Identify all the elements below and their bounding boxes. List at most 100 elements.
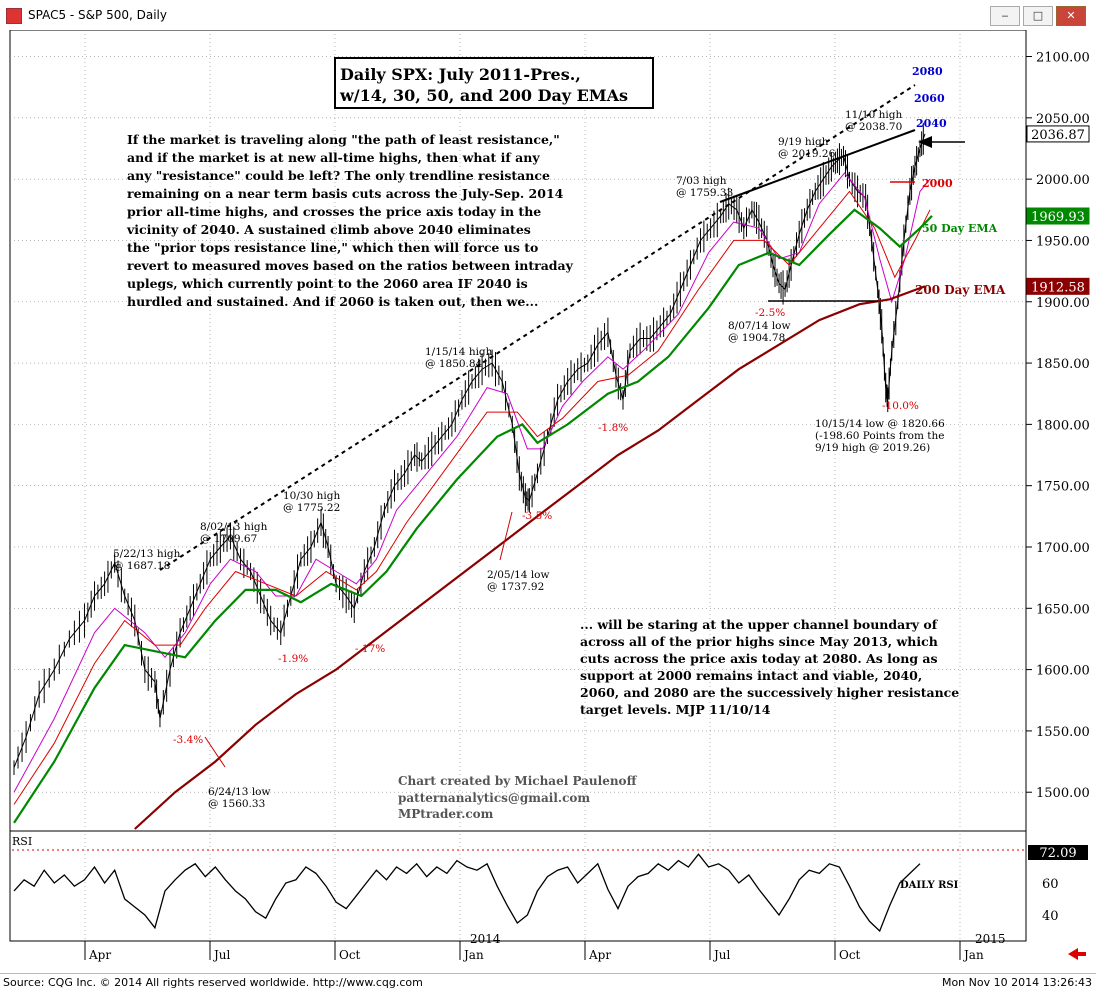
commentary-bottom-line: ... will be staring at the upper channel… — [580, 617, 939, 632]
chart-title-line1: Daily SPX: July 2011-Pres., — [340, 65, 581, 84]
commentary-top-line: vicinity of 2040. A sustained climb abov… — [126, 222, 531, 237]
price-panel-frame — [9, 29, 1027, 832]
value-tag-bg — [1026, 125, 1090, 143]
month-label: Jul — [212, 948, 231, 962]
rsi-value-tag-bg — [1028, 845, 1088, 860]
chart-title-line2: w/14, 30, 50, and 200 Day EMAs — [339, 86, 628, 105]
credit-line: Chart created by Michael Paulenoff — [398, 774, 638, 788]
pct-move-label: -.17% — [355, 643, 385, 655]
minimize-button[interactable]: ‒ — [990, 6, 1020, 26]
price-tick-label: 1750.00 — [1036, 480, 1090, 495]
ema14-series-line — [13, 172, 931, 793]
annotation-label: 8/02/13 high — [200, 521, 268, 533]
pct-move-label: -1.9% — [278, 653, 308, 665]
target-label: 2080 — [912, 65, 943, 78]
commentary-top-line: remaining on a near term basis cuts acro… — [127, 186, 564, 201]
last-value-tags: 2036.87 1969.93 1912.58 — [1026, 125, 1090, 295]
commentary-top: If the market is traveling along "the pa… — [126, 132, 574, 309]
rsi-value-tag: 72.09 — [1039, 846, 1076, 861]
ema200-series-line — [134, 285, 926, 830]
target-label: 2060 — [914, 92, 945, 105]
annotation-label: @ 1687.18 — [113, 560, 170, 572]
rsi-line — [13, 853, 921, 933]
value-tag: 1969.93 — [1031, 210, 1085, 225]
annotation-label: @ 1737.92 — [487, 581, 544, 593]
price-tick-label: 1850.00 — [1036, 357, 1090, 372]
annotation-label: @ 1775.22 — [283, 502, 340, 514]
chart-title-box — [334, 57, 654, 109]
prior-tops-resistance-line — [719, 129, 916, 203]
month-label: Oct — [339, 948, 361, 962]
rsi-label: DAILY RSI — [900, 880, 959, 891]
annotation-label: 7/03 high — [676, 175, 727, 187]
month-label: Apr — [588, 948, 611, 962]
pointer-arrow-head — [918, 136, 932, 148]
annotation-pointers — [204, 511, 513, 768]
price-tick-label: 1950.00 — [1036, 234, 1090, 249]
month-label: Oct — [839, 948, 861, 962]
scroll-right-icon[interactable] — [1068, 948, 1086, 960]
spx-chart: 2100.00 2050.00 2000.00 1950.00 1900.00 1850.… — [9, 29, 1090, 962]
footer-source: Source: CQG Inc. © 2014 All rights reser… — [3, 976, 423, 989]
commentary-bottom-line: 2060, and 2080 are the successively high… — [580, 685, 959, 700]
chart-credit: Chart created by Michael Paulenoff patte… — [398, 774, 638, 821]
commentary-top-line: prior all-time highs, and crosses the pr… — [127, 204, 541, 219]
target-label: 2000 — [922, 177, 953, 190]
pct-move-label: -10.0% — [882, 400, 919, 412]
upper-channel-trendline — [159, 84, 916, 571]
annotation-label: 11/10 high — [845, 109, 902, 121]
annotation-label: 5/22/13 high — [113, 548, 181, 560]
annotation-label: @ 1709.67 — [200, 533, 257, 545]
commentary-bottom: ... will be staring at the upper channel… — [580, 617, 959, 717]
annotation-label: 9/19 high @ 2019.26) — [815, 442, 930, 454]
commentary-bottom-line: support at 2000 remains intact and viabl… — [580, 668, 922, 683]
commentary-bottom-line: target levels. MJP 11/10/14 — [580, 702, 771, 717]
rsi-tick-label: 60 — [1042, 877, 1059, 892]
price-tick-label: 1500.00 — [1036, 786, 1090, 801]
commentary-top-line: revert to measured moves based on the ra… — [127, 258, 574, 273]
annotation-label: (-198.60 Points from the — [815, 430, 944, 442]
credit-line: MPtrader.com — [398, 807, 494, 821]
commentary-top-line: the "prior tops resistance line," which … — [127, 240, 538, 255]
price-tick-label: 2100.00 — [1036, 51, 1090, 66]
annotation-label: @ 1850.84 — [425, 358, 483, 370]
maximize-button[interactable]: □ — [1023, 6, 1053, 26]
pct-move-label: -2.5% — [755, 307, 785, 319]
ema50-label: 50 Day EMA — [922, 222, 998, 235]
annotation-label: @ 2038.70 — [845, 121, 902, 133]
price-tick-label: 1550.00 — [1036, 725, 1090, 740]
pct-move-label: -3.4% — [173, 734, 203, 746]
price-tick-label: 2050.00 — [1036, 112, 1090, 127]
value-tag: 1912.58 — [1031, 280, 1085, 295]
month-label: Jan — [962, 948, 984, 962]
price-tick-label: 2000.00 — [1036, 173, 1090, 188]
rsi-tick-label: 40 — [1042, 909, 1059, 924]
app-icon — [6, 8, 22, 24]
annotation-label: 2/05/14 low — [487, 569, 549, 581]
annotation-label: 10/30 high — [283, 490, 340, 502]
year-label: 2014 — [470, 932, 501, 946]
commentary-bottom-line: cuts across the price axis today at 2080… — [580, 651, 938, 666]
commentary-top-line: and if the market is at new all-time hig… — [127, 150, 540, 165]
rsi-title: RSI — [12, 835, 32, 848]
ema30-series-line — [13, 190, 931, 805]
footer-timestamp: Mon Nov 10 2014 13:26:43 — [941, 976, 1092, 989]
footer-bar: Source: CQG Inc. © 2014 All rights reser… — [0, 973, 1096, 992]
month-label: Apr — [88, 948, 111, 962]
year-label: 2015 — [975, 932, 1006, 946]
annotation-label: 8/07/14 low — [728, 320, 790, 332]
ema50-series-line — [13, 208, 933, 824]
percent-move-labels: -3.4% -1.9% -.17% -3.5% -1.8% -2.5% -10.… — [173, 307, 919, 746]
target-label: 2040 — [916, 117, 947, 130]
annotation-label: @ 2019.26 — [778, 148, 836, 160]
month-label: Jan — [462, 948, 484, 962]
value-tag-bg — [1026, 207, 1090, 225]
target-labels: 2080 2060 2040 2000 — [912, 65, 953, 190]
price-tick-label: 1900.00 — [1036, 296, 1090, 311]
commentary-top-line: any "resistance" could be left? The only… — [127, 168, 550, 183]
price-tick-label: 1700.00 — [1036, 541, 1090, 556]
annotation-label: 9/19 high — [778, 136, 829, 148]
close-button[interactable]: ✕ — [1056, 6, 1086, 26]
value-tag: 2036.87 — [1031, 128, 1085, 143]
price-tick-label: 1650.00 — [1036, 602, 1090, 617]
